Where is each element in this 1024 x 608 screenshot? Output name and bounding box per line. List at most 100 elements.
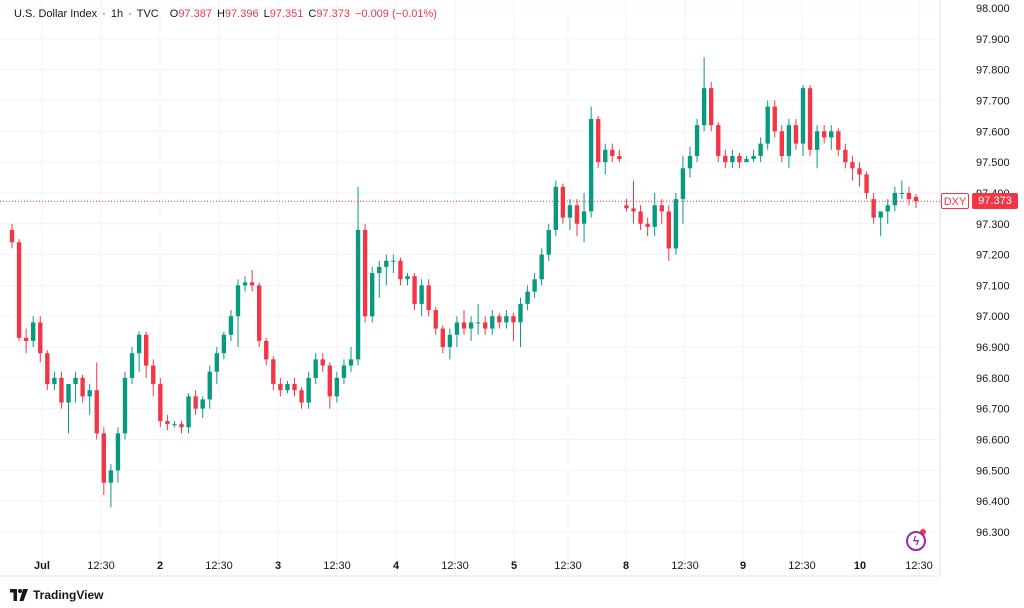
candle [836, 128, 841, 156]
candle-body [539, 254, 544, 280]
candle-body [638, 211, 643, 224]
legend-low-label: L [263, 8, 270, 20]
time-tick-label: 12:30 [788, 560, 816, 572]
time-tick-label: 12:30 [905, 560, 933, 572]
candle-body [694, 125, 700, 156]
candle-body [680, 168, 686, 200]
lightning-icon[interactable]: ϟ [906, 531, 926, 551]
candle-body [461, 322, 467, 329]
symbol-legend: U.S. Dollar Index · 1h · TVC O97.387 H97… [14, 8, 437, 20]
candle [320, 353, 325, 372]
candle [899, 180, 905, 200]
tradingview-logo-icon [10, 589, 28, 601]
legend-close-value: 97.373 [316, 8, 350, 20]
legend-dot: · [128, 8, 132, 20]
candle [574, 199, 580, 237]
candle-body [807, 88, 813, 150]
legend-change-value: −0.009 (−0.01%) [354, 8, 437, 20]
candle-body [836, 131, 841, 150]
candle [355, 186, 361, 366]
candle-body [871, 199, 876, 218]
time-tick-label: 4 [393, 560, 400, 572]
candle-body [497, 316, 502, 323]
price-tick-label: 96.400 [976, 496, 1010, 508]
candle-body [553, 186, 559, 230]
candle [186, 393, 191, 434]
candle [271, 356, 276, 391]
candle [730, 149, 735, 169]
candle [221, 331, 227, 360]
candle-body [475, 322, 481, 324]
candle-body [391, 260, 396, 262]
candle-body [249, 282, 255, 286]
price-tick-label: 97.200 [976, 250, 1010, 262]
candle-body [292, 384, 297, 391]
candle-body [588, 118, 594, 212]
candle-body [320, 359, 325, 366]
candle [829, 125, 834, 150]
candle [673, 192, 679, 255]
candle [242, 276, 248, 292]
candle [59, 371, 64, 409]
candle [362, 223, 368, 323]
candle [723, 149, 728, 169]
price-tick-label: 97.700 [976, 95, 1010, 107]
candle [546, 223, 551, 261]
candle-body [624, 205, 629, 209]
candle-body [652, 205, 657, 227]
legend-symbol[interactable]: U.S. Dollar Index [14, 8, 98, 20]
candle-body [377, 266, 382, 274]
candle-body [723, 155, 728, 163]
candle-body [843, 149, 848, 163]
candle [539, 248, 544, 286]
candle [864, 171, 869, 200]
candle-body [66, 384, 71, 403]
candle-body [758, 143, 763, 156]
candle [419, 279, 424, 317]
candle-body [207, 371, 212, 400]
candle-body [165, 421, 170, 425]
candle-body [864, 174, 869, 193]
candle [207, 365, 212, 409]
candle-body [447, 334, 453, 348]
candle [588, 106, 594, 218]
candle-body [518, 303, 523, 323]
candle [66, 384, 71, 434]
candle [857, 162, 862, 187]
price-axis[interactable]: 98.00097.90097.80097.70097.60097.50097.4… [976, 3, 1010, 539]
candle [278, 377, 283, 397]
candle [158, 377, 163, 428]
candle-body [793, 125, 799, 144]
time-tick-label: 12:30 [441, 560, 469, 572]
candle [708, 81, 714, 132]
candle [9, 223, 15, 249]
candle [716, 122, 721, 163]
price-tick-label: 97.100 [976, 280, 1010, 292]
candle [30, 316, 36, 348]
candle-body [426, 285, 431, 311]
price-tick-label: 97.600 [976, 126, 1010, 138]
candle-body [87, 390, 92, 397]
candle-body [80, 377, 85, 397]
legend-interval[interactable]: 1h [110, 8, 124, 20]
candle-body [221, 334, 227, 354]
candle [694, 118, 700, 163]
candle-body [122, 377, 128, 434]
candle [87, 384, 92, 415]
candle-body [151, 365, 156, 385]
time-axis[interactable]: Jul 12:30 2 12:30 3 12:30 4 12:30 5 12:30 8 12:30 9 1… [34, 560, 933, 572]
candle [560, 183, 566, 224]
price-tick-label: 96.600 [976, 435, 1010, 447]
candle [666, 205, 672, 261]
candle [73, 371, 78, 403]
candle [235, 279, 241, 348]
legend-high-value: 97.396 [224, 8, 259, 20]
candle [610, 143, 615, 163]
time-tick-label: 12:30 [671, 560, 699, 572]
candle-body [73, 377, 78, 385]
candle-body [271, 359, 276, 385]
candle-body [362, 229, 368, 317]
tradingview-brand[interactable]: TradingView [10, 588, 103, 602]
candle [384, 254, 389, 286]
